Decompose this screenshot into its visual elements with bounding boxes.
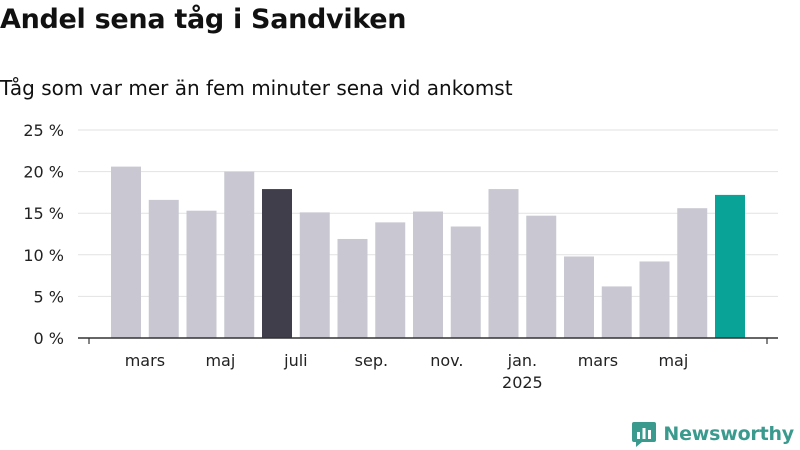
bar (337, 238, 368, 338)
chart-title: Andel sena tåg i Sandviken (0, 4, 407, 35)
chart-logo-icon (632, 422, 657, 447)
bar (715, 194, 745, 338)
x-tick-label: nov. (430, 351, 463, 370)
bar (639, 261, 670, 338)
x-tick-label: mars (578, 351, 618, 370)
bar-chart: 0 % 5 % 10 % 15 % 20 % 25 % mars maj juli sep. nov… (23, 121, 778, 392)
bar (601, 286, 632, 338)
x-tick-label: juli (283, 351, 307, 370)
bar (224, 171, 255, 338)
x-tick-label: mars (125, 351, 165, 370)
y-tick-label: 20 % (23, 163, 64, 182)
y-tick-label: 15 % (23, 204, 64, 223)
y-tick-label: 0 % (34, 329, 64, 348)
bar (564, 256, 594, 338)
chart-subtitle: Tåg som var mer än fem minuter sena vid … (0, 76, 513, 100)
y-tick-label: 5 % (34, 287, 64, 306)
bar (526, 215, 557, 338)
y-tick-label: 25 % (23, 121, 64, 140)
x-tick-label: maj (658, 351, 688, 370)
bar (148, 199, 179, 338)
brand-logo: Newsworthy (631, 420, 794, 448)
bar (262, 189, 292, 338)
bar (677, 208, 708, 338)
bar (488, 189, 519, 338)
y-tick-label: 10 % (23, 246, 64, 265)
x-tick-label: sep. (355, 351, 388, 370)
bar (299, 212, 330, 338)
brand-name: Newsworthy (663, 423, 794, 445)
bar (375, 222, 406, 338)
x-tick-label: maj (205, 351, 235, 370)
bar (111, 166, 141, 338)
x-tick-label: jan. (507, 351, 537, 370)
bar (186, 210, 217, 338)
bar (413, 211, 443, 338)
bar (450, 226, 481, 338)
x-tick-sublabel: 2025 (502, 373, 543, 392)
